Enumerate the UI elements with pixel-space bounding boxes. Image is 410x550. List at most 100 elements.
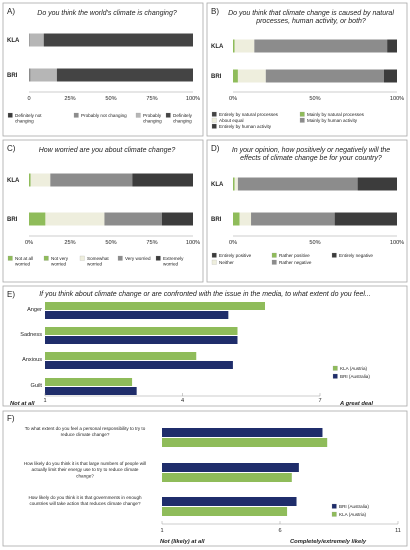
legend-swatch xyxy=(299,111,305,117)
legend-swatch xyxy=(332,373,338,379)
bar-q1-bri xyxy=(162,428,323,437)
tick-label: 0% xyxy=(25,240,33,246)
question-label: How likely do you think it is that large… xyxy=(24,461,146,478)
bar-guilt-kla xyxy=(45,378,133,386)
legend-entry: Mainly by natural processes xyxy=(307,112,365,117)
bar-bri-series-3 xyxy=(104,212,162,226)
tick-label: 6 xyxy=(278,528,281,534)
legend-swatch xyxy=(117,255,123,261)
category-label-guilt: Guilt xyxy=(30,383,42,389)
panel-title: Do you think the world's climate is chan… xyxy=(37,10,177,17)
axis-right-label: Completely/extremely likely xyxy=(290,539,367,545)
tick-label: 50% xyxy=(309,96,320,102)
bar-q3-bri xyxy=(162,497,297,506)
legend-swatch xyxy=(271,252,277,258)
bar-bri-series-2 xyxy=(45,212,105,226)
category-label-bri: BRI xyxy=(211,74,222,80)
legend-swatch xyxy=(211,111,217,117)
panel-letter: A) xyxy=(7,7,15,16)
tick-label: 100% xyxy=(390,96,404,102)
category-label-anger: Anger xyxy=(27,307,42,313)
tick-label: 0 xyxy=(27,96,30,102)
axis-left-label: Not (likely) at all xyxy=(160,539,205,545)
panel-b: B) Do you think that climate change is ca… xyxy=(206,2,408,137)
legend-entry: Probably changing xyxy=(143,113,162,123)
legend-entry: Not very worried xyxy=(51,256,69,266)
legend-swatch xyxy=(211,252,217,258)
bar-bri-series-3 xyxy=(265,69,384,83)
legend-entry: KLA (Austria) xyxy=(340,366,368,371)
tick-label: 0% xyxy=(229,96,237,102)
legend-entry: Extremely worried xyxy=(163,256,184,266)
legend-swatch xyxy=(7,112,13,118)
panel-title: If you think about climate change or are… xyxy=(39,291,371,298)
legend-swatch xyxy=(332,365,338,371)
tick-label: 75% xyxy=(146,96,157,102)
bar-kla-series-2 xyxy=(234,177,238,191)
legend-entry: Rather positive xyxy=(279,253,310,258)
bar-kla-series-3 xyxy=(254,39,388,53)
bar-bri-series-1 xyxy=(233,212,240,226)
legend-entry: Entirely by natural processes xyxy=(219,112,279,117)
legend-swatch xyxy=(7,255,13,261)
legend-entry: Definitely not changing xyxy=(15,113,42,123)
legend-swatch xyxy=(331,503,337,509)
panel-c-frame xyxy=(2,139,204,283)
legend-entry: Not at all worried xyxy=(15,256,33,266)
legend-swatch xyxy=(271,259,277,265)
bar-bri-series-2 xyxy=(30,68,57,82)
bar-bri-series-1 xyxy=(233,69,238,83)
bar-bri-series-4 xyxy=(383,69,397,83)
legend-swatch xyxy=(73,112,79,118)
tick-label: 50% xyxy=(105,240,116,246)
bar-q2-bri xyxy=(162,463,299,472)
bar-q3-kla xyxy=(162,507,288,516)
category-label-kla: KLA xyxy=(211,44,224,50)
bar-bri-series-4 xyxy=(334,212,397,226)
legend-entry: BRI (Australia) xyxy=(340,374,370,379)
axis-right-label: A great deal xyxy=(339,401,373,407)
question-label: To what extent do you feel a personal re… xyxy=(25,426,146,437)
tick-label: 50% xyxy=(309,240,320,246)
tick-label: 100% xyxy=(390,240,404,246)
bar-q1-kla xyxy=(162,438,328,447)
category-label-anxious: Anxious xyxy=(22,357,42,363)
bar-kla-series-4 xyxy=(387,39,397,53)
category-label-sadness: Sadness xyxy=(20,332,42,338)
bar-kla-series-3 xyxy=(237,177,358,191)
bar-bri-series-1 xyxy=(29,68,31,82)
bar-kla-series-4 xyxy=(132,173,193,187)
legend-entry: Mainly by human activity xyxy=(307,118,358,123)
bar-kla-series-1 xyxy=(29,33,30,47)
question-label: How likely do you think it is that gover… xyxy=(28,495,142,506)
panel-title: Do you think that climate change is caus… xyxy=(228,10,394,25)
tick-label: 25% xyxy=(64,240,75,246)
bar-sadness-kla xyxy=(45,327,238,335)
tick-label: 4 xyxy=(181,398,184,404)
bar-kla-series-2 xyxy=(30,173,51,187)
panel-letter: C) xyxy=(7,144,16,153)
bar-q2-kla xyxy=(162,473,292,482)
legend-entry: Entirely by human activity xyxy=(219,124,272,129)
category-label-bri: BRI xyxy=(7,73,18,79)
panel-letter: E) xyxy=(7,290,15,299)
tick-label: 75% xyxy=(146,240,157,246)
legend-entry: Rather negative xyxy=(279,260,312,265)
legend-swatch xyxy=(211,259,217,265)
bar-kla-series-4 xyxy=(357,177,397,191)
tick-label: 11 xyxy=(395,528,401,534)
category-label-bri: BRI xyxy=(7,217,18,223)
bar-guilt-bri xyxy=(45,387,137,395)
tick-label: 7 xyxy=(318,398,321,404)
tick-label: 1 xyxy=(43,398,46,404)
bar-anger-bri xyxy=(45,311,229,319)
panel-title: In your opinion, how positively or negat… xyxy=(232,147,390,162)
legend-swatch xyxy=(155,255,161,261)
legend-entry: Probably not changing xyxy=(81,113,127,118)
legend-swatch xyxy=(165,112,171,118)
panel-a: A) Do you think the world's climate is ch… xyxy=(2,2,204,137)
legend-swatch xyxy=(211,117,217,123)
bar-bri-series-2 xyxy=(239,212,252,226)
legend-entry: About equal xyxy=(219,118,244,123)
bar-kla-series-2 xyxy=(29,33,44,47)
